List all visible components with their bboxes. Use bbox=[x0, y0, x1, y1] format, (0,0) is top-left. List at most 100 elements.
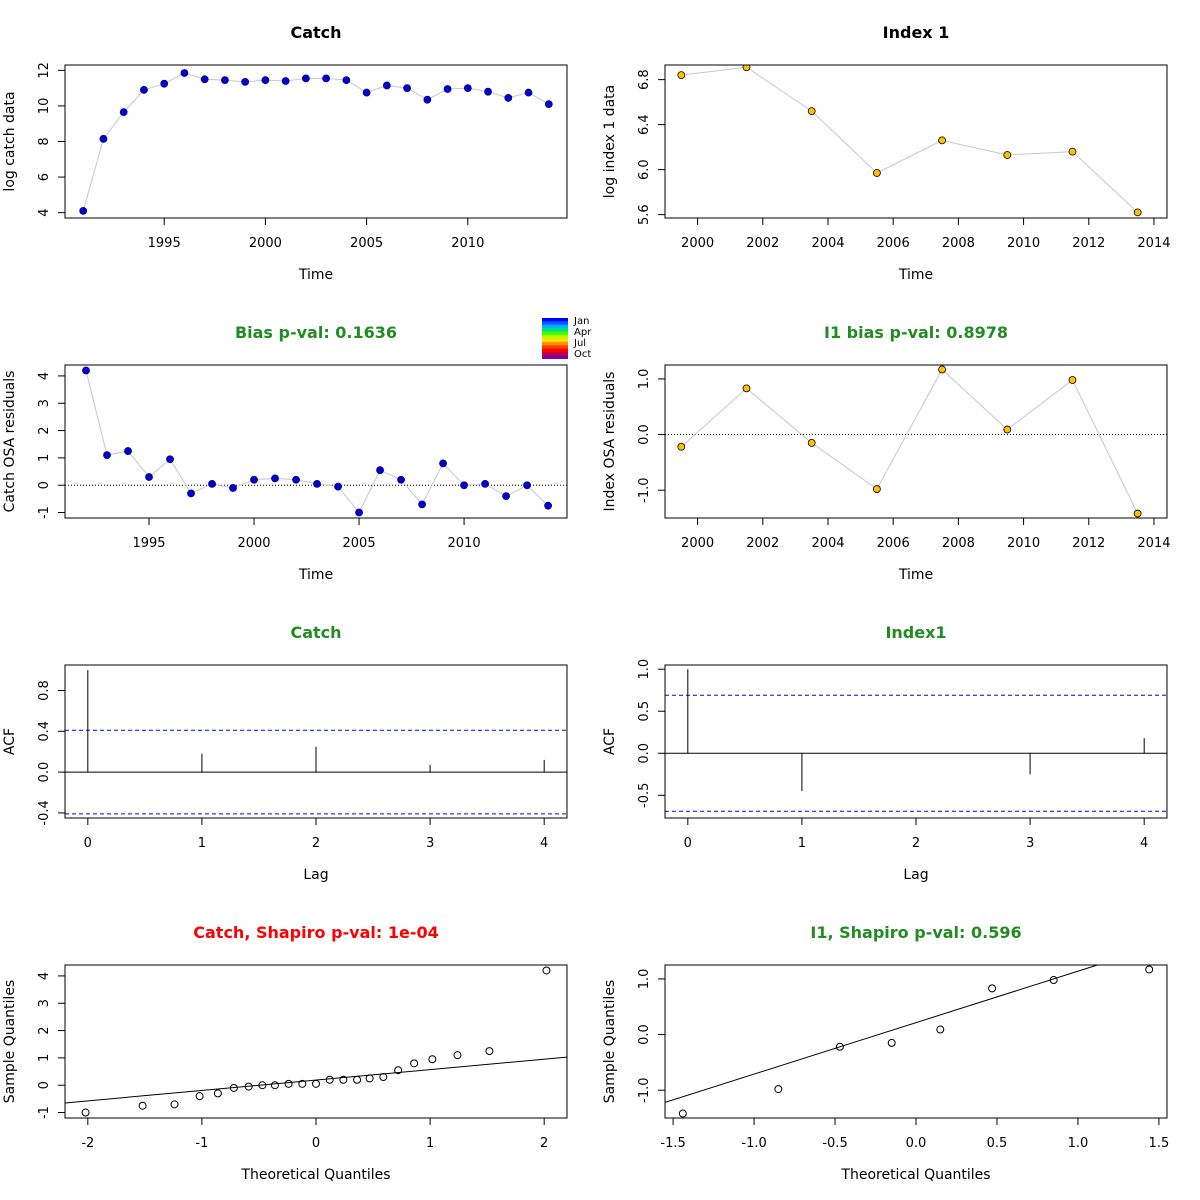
x-tick-label: 2002 bbox=[746, 536, 779, 551]
data-point bbox=[807, 438, 816, 447]
qq-point bbox=[195, 1092, 204, 1101]
x-tick-label: 2008 bbox=[942, 536, 975, 551]
qq-point bbox=[988, 984, 997, 993]
y-axis-label: Sample Quantiles bbox=[2, 980, 18, 1103]
y-axis-label: ACF bbox=[602, 728, 618, 755]
x-tick-label: 3 bbox=[1026, 836, 1034, 851]
data-point bbox=[938, 365, 946, 374]
data-point bbox=[872, 485, 881, 493]
plot-frame bbox=[664, 964, 1168, 1119]
data-point bbox=[180, 69, 189, 77]
data-point bbox=[166, 455, 174, 464]
legend-swatch bbox=[542, 321, 568, 325]
data-point bbox=[463, 84, 472, 93]
y-tick-label: 0 bbox=[37, 481, 52, 489]
x-tick-label: 2010 bbox=[451, 236, 484, 251]
series-path bbox=[82, 72, 550, 212]
qq-point bbox=[678, 1109, 687, 1118]
qq-point bbox=[170, 1100, 179, 1109]
data-point bbox=[362, 88, 371, 97]
x-tick-label: 2012 bbox=[1072, 236, 1105, 251]
y-tick-label: 0.0 bbox=[637, 424, 652, 445]
x-tick-label: -1.0 bbox=[741, 1136, 766, 1151]
x-axis-label: Theoretical Quantiles bbox=[240, 1167, 390, 1183]
plot-area bbox=[665, 965, 1154, 1118]
y-tick-label: -0.5 bbox=[637, 783, 652, 808]
qq-point bbox=[213, 1089, 222, 1098]
qq-point bbox=[81, 1108, 90, 1117]
chart-title: Index1 bbox=[885, 623, 946, 642]
data-point bbox=[322, 74, 331, 83]
y-axis-label: log catch data bbox=[2, 91, 18, 191]
x-tick-label: 2004 bbox=[811, 536, 844, 551]
data-point bbox=[544, 100, 553, 109]
y-tick-label: 1.0 bbox=[637, 369, 652, 390]
legend-swatch bbox=[542, 331, 568, 336]
y-tick-label: -1.0 bbox=[637, 1077, 652, 1102]
data-point bbox=[423, 95, 432, 104]
x-axis-label: Lag bbox=[903, 867, 928, 883]
data-point bbox=[250, 475, 258, 484]
plot-area bbox=[677, 65, 1142, 217]
x-tick-label: 2008 bbox=[942, 236, 975, 251]
y-tick-label: 0.8 bbox=[37, 680, 52, 701]
data-point bbox=[460, 481, 468, 490]
data-point bbox=[1003, 425, 1012, 434]
chart-title: I1 bias p-val: 0.8978 bbox=[824, 323, 1008, 342]
data-point bbox=[355, 508, 363, 517]
y-tick-label: 5.6 bbox=[637, 204, 652, 225]
data-point bbox=[103, 451, 111, 460]
panel-index_qq: I1, Shapiro p-val: 0.596 -1.5 -1.0 -0.5 0.0 0… bbox=[602, 923, 1169, 1183]
plot-area bbox=[79, 69, 553, 215]
qq-point bbox=[353, 1075, 362, 1084]
panel-index_resid: I1 bias p-val: 0.8978 2000 2002 2004 2006 200… bbox=[602, 323, 1171, 583]
x-tick-label: -0.5 bbox=[822, 1136, 847, 1151]
x-tick-label: 2000 bbox=[249, 236, 282, 251]
data-point bbox=[208, 479, 216, 488]
qq-line bbox=[665, 965, 1098, 1103]
data-point bbox=[524, 88, 533, 97]
y-tick-label: 10 bbox=[37, 98, 52, 115]
x-tick-label: -1 bbox=[195, 1136, 208, 1151]
data-point bbox=[403, 84, 411, 93]
legend-label: Apr bbox=[574, 327, 592, 338]
data-point bbox=[160, 79, 169, 88]
data-point bbox=[807, 107, 816, 116]
y-tick-label: 1.0 bbox=[637, 659, 652, 680]
chart-title: Catch, Shapiro p-val: 1e-04 bbox=[193, 923, 438, 942]
panel-catch_qq: Catch, Shapiro p-val: 1e-04 -2 -1 0 1 2 -1 0 1 2 3… bbox=[2, 923, 568, 1183]
qq-point bbox=[394, 1066, 403, 1075]
y-axis-label: Sample Quantiles bbox=[602, 980, 618, 1103]
y-tick-label: 8 bbox=[37, 137, 52, 145]
plot-area bbox=[65, 670, 567, 815]
data-point bbox=[484, 87, 492, 96]
qq-point bbox=[138, 1101, 147, 1110]
y-tick-label: -1.0 bbox=[637, 477, 652, 502]
chart-title: Catch bbox=[290, 23, 341, 42]
panel-catch_acf: Catch 0 1 2 3 4 -0.4 0.0 0.4 0.8 Lag ACF bbox=[2, 623, 568, 883]
x-axis-label: Time bbox=[298, 567, 333, 583]
data-point bbox=[502, 492, 510, 501]
x-tick-label: 0 bbox=[312, 1136, 320, 1151]
data-point bbox=[1133, 208, 1142, 217]
x-tick-label: 2005 bbox=[343, 536, 376, 551]
x-tick-label: 0.5 bbox=[987, 1136, 1008, 1151]
data-point bbox=[200, 75, 209, 84]
data-point bbox=[124, 447, 132, 455]
y-tick-label: 1.0 bbox=[637, 969, 652, 990]
data-point bbox=[261, 76, 270, 85]
legend-swatch bbox=[542, 335, 568, 339]
x-tick-label: 0 bbox=[84, 836, 92, 851]
x-tick-label: 2014 bbox=[1137, 236, 1170, 251]
data-point bbox=[281, 77, 290, 85]
y-tick-label: 0 bbox=[37, 1081, 52, 1089]
data-point bbox=[342, 76, 351, 85]
x-axis-label: Theoretical Quantiles bbox=[840, 1167, 990, 1183]
x-tick-label: 4 bbox=[1140, 836, 1148, 851]
qq-point bbox=[542, 966, 551, 975]
data-point bbox=[742, 384, 751, 393]
qq-point bbox=[936, 1025, 945, 1034]
data-point bbox=[938, 136, 946, 145]
plot-frame bbox=[664, 64, 1168, 219]
panel-index_acf: Index1 0 1 2 3 4 -0.5 0.0 0.5 1.0 Lag ACF bbox=[602, 623, 1168, 883]
